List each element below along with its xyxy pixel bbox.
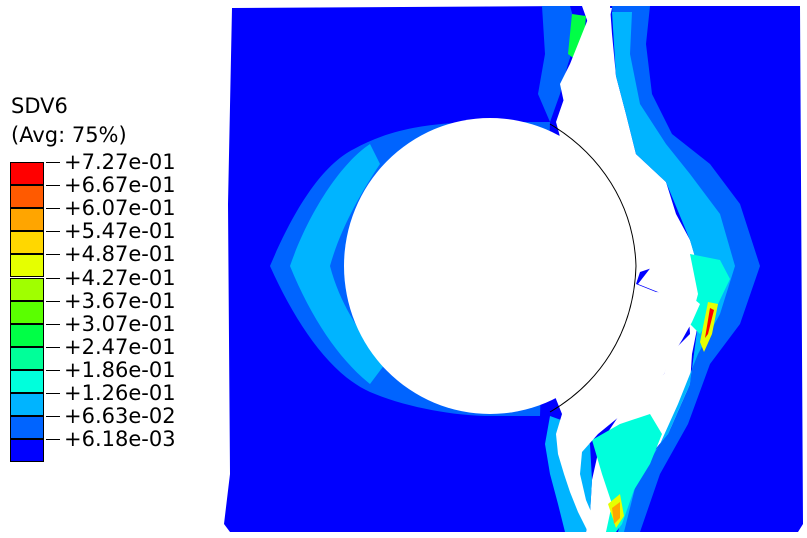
legend-tick <box>46 162 60 163</box>
legend-label: +1.86e-01 <box>64 357 176 382</box>
legend-swatch <box>10 369 44 393</box>
legend-tick <box>46 208 60 210</box>
legend-label: +6.18e-03 <box>64 427 176 452</box>
legend-swatch <box>10 254 44 278</box>
legend-tick <box>46 300 60 302</box>
legend-label: +3.67e-01 <box>64 288 176 313</box>
legend-tick <box>46 231 60 233</box>
hole-halo-light <box>290 144 385 384</box>
legend-label: +2.47e-01 <box>64 334 176 359</box>
legend-tick <box>46 346 60 348</box>
legend-label: +6.67e-01 <box>64 173 176 198</box>
hotspot-cyan-bottom <box>592 414 662 532</box>
contour-plot <box>224 6 803 532</box>
hotspot-orange-bottom <box>612 502 620 524</box>
legend-swatch <box>10 439 44 463</box>
legend-tick <box>46 439 60 441</box>
legend-swatch <box>10 277 44 301</box>
legend-subtitle: (Avg: 75%) <box>11 123 127 147</box>
hotspot-red-mid <box>705 308 714 338</box>
legend-label: +4.87e-01 <box>64 242 176 267</box>
legend-swatch <box>10 185 44 209</box>
hole-right-edge <box>549 123 637 413</box>
legend-swatch <box>10 393 44 416</box>
legend-title: SDV6 <box>11 94 68 118</box>
legend-label: +3.07e-01 <box>64 311 176 336</box>
legend-label: +6.07e-01 <box>64 196 176 221</box>
legend-swatch <box>10 300 44 324</box>
legend-label: +6.63e-02 <box>64 404 176 429</box>
legend-swatch <box>10 162 44 185</box>
crack-band-right-light <box>612 12 735 532</box>
legend-tick <box>46 369 60 371</box>
legend-tick <box>46 185 60 187</box>
legend-swatch <box>10 208 44 232</box>
hotspot-green-top <box>568 14 586 60</box>
legend-tick <box>46 323 60 325</box>
legend-label: +1.26e-01 <box>64 381 176 405</box>
legend-swatch <box>10 323 44 347</box>
legend-label: +4.27e-01 <box>64 265 176 290</box>
crack-band-upper <box>538 6 578 122</box>
legend-tick <box>46 416 60 418</box>
legend-tick <box>46 277 60 279</box>
circular-hole <box>344 118 636 414</box>
contour-legend: SDV6 (Avg: 75%) +7.27e-01 +6.67e-01 +6.07e… <box>8 92 208 463</box>
hotspot-cyan-mid <box>690 254 730 334</box>
legend-swatch <box>10 346 44 370</box>
legend-tick <box>46 254 60 256</box>
legend-swatch <box>10 231 44 255</box>
legend-swatch <box>10 416 44 440</box>
legend-tick <box>46 393 60 394</box>
legend-label: +5.47e-01 <box>64 219 176 244</box>
legend-label: +7.27e-01 <box>64 150 176 174</box>
